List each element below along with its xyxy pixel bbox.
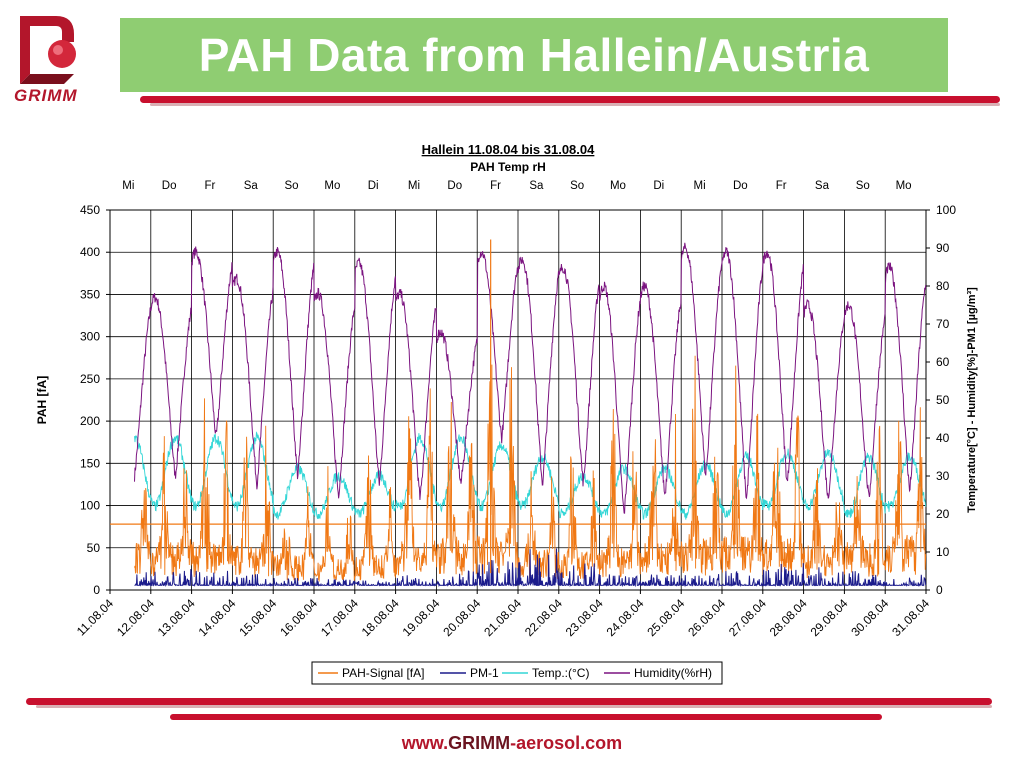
y-axis-right-label: Temperature[°C] - Humidity[%]-PM1 [µg/m³… — [966, 287, 978, 513]
weekday-label: Mi — [408, 180, 420, 192]
weekday-label: Sa — [244, 180, 259, 192]
left-tick-label: 200 — [80, 414, 100, 428]
x-date-label: 28.08.04 — [767, 596, 810, 639]
weekday-label: So — [285, 180, 299, 192]
legend-pah: PAH-Signal [fA] — [342, 666, 424, 680]
legend-humidity: Humidity(%rH) — [634, 666, 712, 680]
x-date-label: 18.08.04 — [359, 596, 402, 639]
weekday-label: Sa — [815, 180, 830, 192]
weekday-label: Fr — [205, 180, 216, 192]
header-divider-shadow — [150, 103, 1000, 106]
footer-brand: GRIMM — [448, 733, 511, 753]
left-tick-label: 400 — [80, 245, 100, 259]
left-tick-label: 0 — [93, 583, 100, 597]
legend: PAH-Signal [fA] PM-1 Temp.:(°C) Humidity… — [311, 661, 723, 685]
footer-divider-shadow — [36, 705, 992, 708]
weekday-label: Mi — [693, 180, 705, 192]
weekday-label: So — [570, 180, 584, 192]
x-date-label: 25.08.04 — [644, 596, 687, 639]
footer-suffix: -aerosol.com — [510, 733, 623, 753]
title-banner: PAH Data from Hallein/Austria — [120, 18, 948, 92]
x-date-label: 19.08.04 — [400, 596, 443, 639]
x-date-label: 31.08.04 — [889, 596, 932, 639]
x-date-label: 30.08.04 — [848, 596, 891, 639]
x-date-label: 11.08.04 — [74, 596, 117, 639]
right-tick-label: 0 — [936, 583, 943, 597]
y-axis-left-label: PAH [fA] — [35, 376, 49, 424]
x-date-label: 27.08.04 — [726, 596, 769, 639]
weekday-label: Di — [368, 180, 379, 192]
legend-pm1: PM-1 — [470, 666, 499, 680]
x-date-label: 17.08.04 — [318, 596, 361, 639]
right-tick-label: 60 — [936, 355, 950, 369]
x-date-label: 16.08.04 — [277, 596, 320, 639]
header-divider-bar — [140, 96, 1000, 103]
right-tick-label: 20 — [936, 507, 950, 521]
series-layer — [110, 239, 927, 588]
right-tick-label: 10 — [936, 545, 950, 559]
footer-prefix: www. — [401, 733, 449, 753]
left-tick-label: 350 — [80, 287, 100, 301]
weekday-label: Do — [733, 180, 748, 192]
weekday-label: So — [856, 180, 870, 192]
weekday-label: Mo — [610, 180, 626, 192]
weekday-label: Mo — [896, 180, 912, 192]
chart-title: Hallein 11.08.04 bis 31.08.04 — [422, 142, 596, 157]
x-date-label: 14.08.04 — [196, 596, 239, 639]
x-date-label: 29.08.04 — [808, 596, 851, 639]
left-tick-label: 100 — [80, 499, 100, 513]
right-tick-label: 80 — [936, 279, 950, 293]
left-tick-label: 250 — [80, 372, 100, 386]
x-date-label: 24.08.04 — [604, 596, 647, 639]
left-tick-label: 450 — [80, 203, 100, 217]
left-tick-label: 50 — [87, 541, 101, 555]
grimm-logo-icon — [20, 16, 76, 84]
weekday-label: Di — [653, 180, 664, 192]
x-date-label: 26.08.04 — [685, 596, 728, 639]
x-date-label: 21.08.04 — [481, 596, 524, 639]
right-tick-label: 50 — [936, 393, 950, 407]
x-date-label: 13.08.04 — [155, 596, 198, 639]
right-tick-label: 90 — [936, 241, 950, 255]
right-tick-label: 40 — [936, 431, 950, 445]
pah-chart: 0 50 100 150 200 250 300 350 400 450 0 10 20 30 40 50 60… — [35, 142, 978, 685]
right-tick-label: 30 — [936, 469, 950, 483]
right-tick-label: 70 — [936, 317, 950, 331]
left-tick-label: 150 — [80, 456, 100, 470]
x-date-label: 12.08.04 — [114, 596, 157, 639]
slide-title: PAH Data from Hallein/Austria — [198, 29, 870, 81]
legend-temp: Temp.:(°C) — [532, 666, 589, 680]
weekday-label: Fr — [776, 180, 787, 192]
weekday-label: Mo — [324, 180, 340, 192]
left-tick-label: 300 — [80, 330, 100, 344]
footer-url: www.GRIMM-aerosol.com — [0, 733, 1024, 754]
series-pm1-line — [134, 548, 927, 588]
weekday-label: Mi — [122, 180, 134, 192]
weekday-label: Do — [162, 180, 177, 192]
series-pah-line — [134, 355, 927, 583]
weekday-label: Sa — [529, 180, 544, 192]
logo-text: GRIMM — [14, 86, 78, 105]
x-date-label: 20.08.04 — [440, 596, 483, 639]
x-date-label: 23.08.04 — [563, 596, 606, 639]
x-date-label: 15.08.04 — [236, 596, 279, 639]
series-humidity-line — [134, 242, 927, 514]
footer-divider-bar — [26, 698, 992, 705]
weekday-label: Do — [447, 180, 462, 192]
chart-subtitle: PAH Temp rH — [470, 160, 546, 174]
right-tick-label: 100 — [936, 203, 956, 217]
footer-divider-bar-2 — [170, 714, 882, 720]
weekday-label: Fr — [490, 180, 501, 192]
x-date-label: 22.08.04 — [522, 596, 565, 639]
